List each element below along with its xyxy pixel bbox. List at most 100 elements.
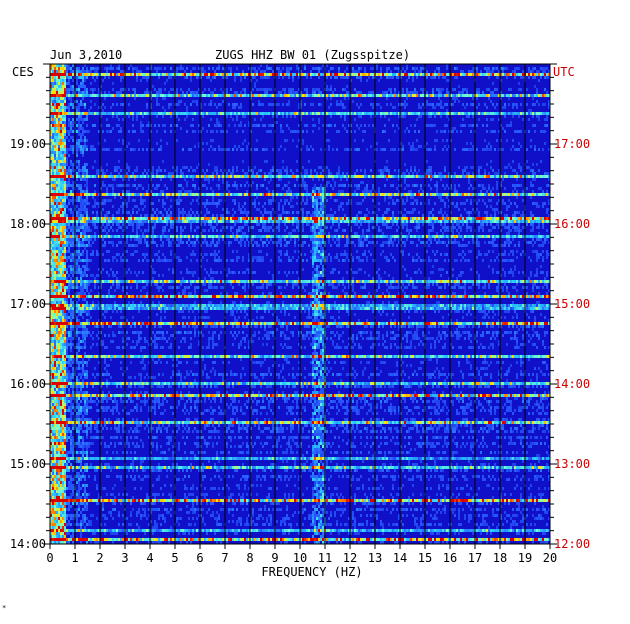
spectrogram-cell — [62, 136, 64, 139]
spectrogram-cell — [466, 115, 468, 118]
spectrogram-cell — [480, 223, 482, 226]
spectrogram-cell — [230, 67, 232, 70]
spectrogram-cell — [168, 91, 170, 94]
spectrogram-cell — [226, 76, 228, 79]
spectrogram-cell — [120, 112, 122, 115]
spectrogram-cell — [80, 82, 82, 85]
spectrogram-cell — [102, 94, 104, 97]
spectrogram-cell — [218, 199, 220, 202]
spectrogram-cell — [146, 193, 148, 196]
spectrogram-cell — [178, 214, 180, 217]
spectrogram-cell — [446, 79, 448, 82]
spectrogram-cell — [414, 175, 416, 178]
spectrogram-cell — [322, 178, 324, 181]
spectrogram-cell — [290, 196, 292, 199]
spectrogram-cell — [62, 97, 64, 100]
spectrogram-cell — [302, 130, 304, 133]
spectrogram-cell — [502, 178, 504, 181]
spectrogram-cell — [538, 115, 540, 118]
spectrogram-cell — [516, 148, 518, 151]
spectrogram-cell — [72, 94, 74, 97]
spectrogram-cell — [452, 127, 454, 130]
spectrogram-cell — [332, 91, 334, 94]
spectrogram-cell — [430, 178, 432, 181]
spectrogram-cell — [114, 196, 116, 199]
spectrogram-cell — [416, 139, 418, 142]
spectrogram-cell — [240, 193, 242, 196]
spectrogram-cell — [478, 220, 480, 223]
spectrogram-cell — [516, 67, 518, 70]
spectrogram-cell — [338, 184, 340, 187]
spectrogram-cell — [238, 208, 240, 211]
spectrogram-cell — [486, 193, 488, 196]
spectrogram-cell — [86, 73, 88, 76]
spectrogram-cell — [326, 112, 328, 115]
spectrogram-cell — [318, 70, 320, 73]
spectrogram-cell — [102, 175, 104, 178]
spectrogram-cell — [378, 217, 380, 220]
spectrogram-cell — [336, 130, 338, 133]
spectrogram-cell — [192, 184, 194, 187]
spectrogram-cell — [428, 148, 430, 151]
spectrogram-cell — [326, 130, 328, 133]
spectrogram-cell — [176, 193, 178, 196]
spectrogram-cell — [290, 169, 292, 172]
spectrogram-cell — [414, 193, 416, 196]
spectrogram-cell — [388, 196, 390, 199]
spectrogram-cell — [176, 88, 178, 91]
spectrogram-cell — [366, 73, 368, 76]
spectrogram-cell — [518, 73, 520, 76]
spectrogram-cell — [526, 187, 528, 190]
spectrogram-cell — [328, 175, 330, 178]
spectrogram-cell — [532, 175, 534, 178]
spectrogram-cell — [212, 76, 214, 79]
spectrogram-cell — [214, 148, 216, 151]
spectrogram-cell — [204, 73, 206, 76]
spectrogram-cell — [404, 115, 406, 118]
spectrogram-cell — [146, 73, 148, 76]
spectrogram-cell — [54, 70, 56, 73]
spectrogram-cell — [202, 202, 204, 205]
spectrogram-cell — [546, 76, 548, 79]
spectrogram-cell — [80, 145, 82, 148]
spectrogram-cell — [470, 217, 472, 220]
spectrogram-cell — [530, 109, 532, 112]
spectrogram-cell — [318, 73, 320, 76]
spectrogram-cell — [228, 211, 230, 214]
spectrogram-cell — [168, 175, 170, 178]
spectrogram-cell — [78, 145, 80, 148]
spectrogram-cell — [464, 217, 466, 220]
spectrogram-cell — [228, 175, 230, 178]
spectrogram-cell — [362, 181, 364, 184]
spectrogram-cell — [316, 172, 318, 175]
spectrogram-cell — [336, 175, 338, 178]
spectrogram-cell — [92, 220, 94, 223]
spectrogram-cell — [288, 187, 290, 190]
spectrogram-cell — [302, 220, 304, 223]
spectrogram-cell — [84, 199, 86, 202]
spectrogram-cell — [64, 91, 66, 94]
spectrogram-cell — [194, 100, 196, 103]
spectrogram-cell — [516, 193, 518, 196]
spectrogram-cell — [154, 88, 156, 91]
spectrogram-cell — [70, 121, 72, 124]
spectrogram-cell — [122, 103, 124, 106]
spectrogram-cell — [370, 73, 372, 76]
spectrogram-cell — [314, 226, 316, 229]
spectrogram-cell — [80, 127, 82, 130]
spectrogram-cell — [356, 73, 358, 76]
spectrogram-cell — [234, 202, 236, 205]
spectrogram-cell — [430, 76, 432, 79]
spectrogram-cell — [108, 67, 110, 70]
spectrogram-cell — [336, 148, 338, 151]
spectrogram-cell — [176, 103, 178, 106]
spectrogram-cell — [326, 199, 328, 202]
spectrogram-cell — [262, 223, 264, 226]
spectrogram-cell — [116, 148, 118, 151]
spectrogram-cell — [510, 124, 512, 127]
spectrogram-cell — [110, 193, 112, 196]
spectrogram-cell — [520, 193, 522, 196]
spectrogram-cell — [72, 202, 74, 205]
spectrogram-cell — [416, 148, 418, 151]
spectrogram-cell — [226, 217, 228, 220]
